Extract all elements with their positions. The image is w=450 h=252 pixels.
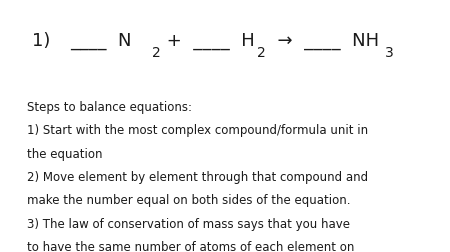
- Text: Steps to balance equations:: Steps to balance equations:: [27, 101, 192, 114]
- Text: the equation: the equation: [27, 147, 103, 160]
- Text: 1): 1): [32, 32, 50, 49]
- Text: to have the same number of atoms of each element on: to have the same number of atoms of each…: [27, 240, 355, 252]
- Text: 2: 2: [257, 46, 266, 60]
- Text: →  ____  NH: → ____ NH: [266, 32, 379, 50]
- Text: +  ____  H: + ____ H: [161, 32, 255, 50]
- Text: 2) Move element by element through that compound and: 2) Move element by element through that …: [27, 170, 368, 183]
- Text: 3) The law of conservation of mass says that you have: 3) The law of conservation of mass says …: [27, 217, 350, 230]
- Text: ____  N: ____ N: [70, 32, 131, 50]
- Text: 2: 2: [152, 46, 161, 60]
- Text: make the number equal on both sides of the equation.: make the number equal on both sides of t…: [27, 194, 351, 206]
- Text: 1) Start with the most complex compound/formula unit in: 1) Start with the most complex compound/…: [27, 124, 368, 137]
- Text: 3: 3: [385, 46, 393, 60]
